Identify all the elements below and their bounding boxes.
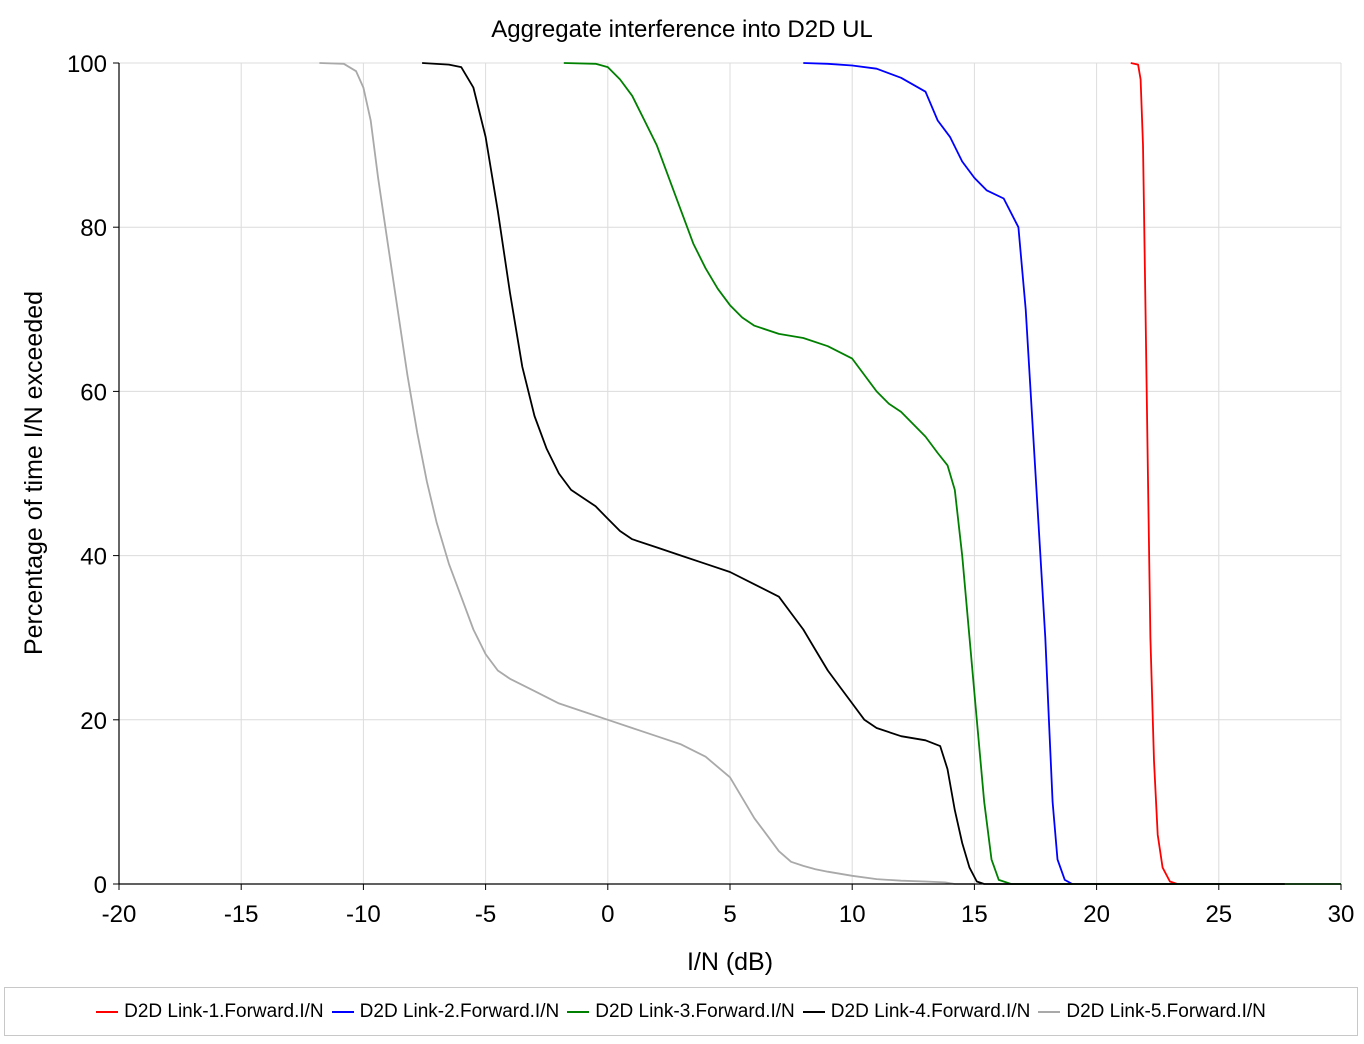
- x-tick-label: -5: [475, 901, 496, 928]
- x-tick-label: 0: [601, 901, 614, 928]
- series-line-link5: [319, 62, 975, 885]
- legend-swatch-link1: [96, 1010, 119, 1013]
- y-tick-label: 20: [80, 708, 107, 735]
- legend-label-link5: D2D Link-5.Forward.I/N: [1066, 1000, 1266, 1022]
- series-line-link2: [803, 62, 1073, 885]
- series-line-link4: [422, 62, 1285, 885]
- axes: [113, 62, 1342, 890]
- y-tick-label: 40: [80, 544, 107, 571]
- grid-lines: [119, 62, 1342, 884]
- x-tick-label: 5: [723, 901, 736, 928]
- legend-item-link1[interactable]: D2D Link-1.Forward.I/N: [96, 1001, 324, 1023]
- legend-swatch-link3: [567, 1010, 590, 1013]
- x-tick-label: -15: [224, 901, 259, 928]
- legend-item-link5[interactable]: D2D Link-5.Forward.I/N: [1038, 1001, 1266, 1023]
- legend-label-link1: D2D Link-1.Forward.I/N: [124, 1000, 324, 1022]
- x-tick-label: 30: [1328, 901, 1355, 928]
- series-line-link1: [1130, 62, 1178, 885]
- legend-item-link3[interactable]: D2D Link-3.Forward.I/N: [567, 1001, 795, 1023]
- x-tick-label: 20: [1083, 901, 1110, 928]
- y-tick-label: 60: [80, 379, 107, 406]
- legend-label-link2: D2D Link-2.Forward.I/N: [359, 1000, 560, 1022]
- legend: D2D Link-1.Forward.I/N D2D Link-2.Forwar…: [4, 987, 1358, 1036]
- legend-swatch-link5: [1038, 1010, 1061, 1013]
- series-lines: [319, 62, 1341, 885]
- x-tick-label: -10: [346, 901, 381, 928]
- y-tick-label: 0: [94, 872, 107, 899]
- y-tick-label: 100: [67, 51, 107, 78]
- legend-swatch-link2: [331, 1010, 354, 1013]
- chart-title: Aggregate interference into D2D UL: [491, 16, 873, 43]
- chart-area: Aggregate interference into D2D UL -20 -1…: [20, 16, 1354, 976]
- y-tick-label: 80: [80, 215, 107, 242]
- y-axis-label: Percentage of time I/N exceeded: [20, 291, 48, 655]
- x-tick-label: 25: [1205, 901, 1232, 928]
- legend-item-link2[interactable]: D2D Link-2.Forward.I/N: [331, 1000, 560, 1023]
- legend-label-link4: D2D Link-4.Forward.I/N: [830, 1000, 1031, 1022]
- series-line-link3: [563, 62, 1341, 885]
- x-tick-label: 15: [961, 901, 988, 928]
- x-tick-label: 10: [839, 901, 866, 928]
- legend-item-link4[interactable]: D2D Link-4.Forward.I/N: [802, 1000, 1031, 1023]
- x-axis-label: I/N (dB): [687, 948, 773, 976]
- tick-labels: -20 -15 -10 -5 0 5 10 15 20 25 30 0 20 40 60 80 100: [67, 51, 1354, 928]
- x-tick-label: -20: [102, 901, 137, 928]
- legend-label-link3: D2D Link-3.Forward.I/N: [595, 1000, 795, 1022]
- legend-swatch-link4: [802, 1010, 825, 1013]
